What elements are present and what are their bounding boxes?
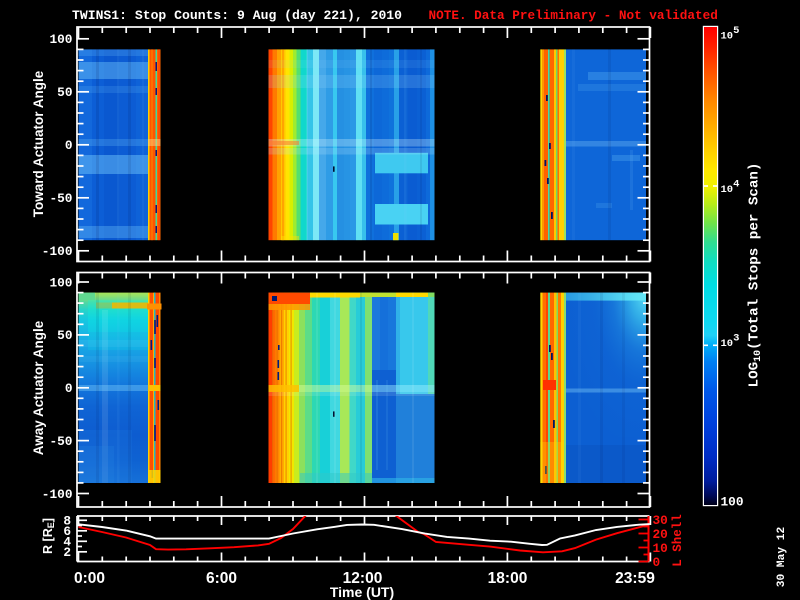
svg-text:6:00: 6:00 — [206, 570, 237, 587]
svg-text:6: 6 — [63, 524, 71, 539]
svg-text:Time (UT): Time (UT) — [330, 584, 394, 600]
svg-text:20: 20 — [653, 527, 668, 542]
svg-text:8: 8 — [63, 514, 71, 529]
svg-text:L Shell: L Shell — [671, 514, 685, 567]
svg-text:0: 0 — [65, 138, 73, 153]
svg-text:12:00: 12:00 — [343, 570, 383, 587]
svg-text:-100: -100 — [42, 487, 73, 502]
svg-text:18:00: 18:00 — [488, 570, 528, 587]
svg-text:50: 50 — [57, 328, 72, 343]
svg-text:100: 100 — [721, 495, 744, 510]
svg-text:23:59: 23:59 — [615, 570, 655, 587]
svg-text:100: 100 — [49, 32, 72, 47]
svg-text:50: 50 — [57, 85, 72, 100]
svg-text:4: 4 — [63, 535, 71, 550]
svg-text:NOTE. Data Preliminary - Not v: NOTE. Data Preliminary - Not validated — [429, 8, 718, 23]
svg-text:30: 30 — [653, 513, 668, 528]
svg-text:0:00: 0:00 — [74, 570, 105, 587]
svg-text:Toward Actuator Angle: Toward Actuator Angle — [31, 70, 46, 217]
svg-text:2: 2 — [63, 545, 71, 560]
svg-text:100: 100 — [49, 275, 72, 290]
svg-text:0: 0 — [653, 555, 661, 570]
svg-text:30 May 12: 30 May 12 — [776, 527, 788, 588]
svg-text:0: 0 — [65, 381, 73, 396]
svg-text:10: 10 — [653, 541, 668, 556]
svg-text:-100: -100 — [42, 244, 73, 259]
svg-text:-50: -50 — [49, 191, 72, 206]
svg-text:LOG10(Total Stops per Scan): LOG10(Total Stops per Scan) — [747, 163, 765, 388]
svg-text:-50: -50 — [49, 434, 72, 449]
svg-text:TWINS1: Stop Counts: 9 Aug (d: TWINS1: Stop Counts: 9 Aug (day 221), 20… — [72, 8, 402, 23]
svg-text:Away Actuator Angle: Away Actuator Angle — [31, 320, 46, 455]
